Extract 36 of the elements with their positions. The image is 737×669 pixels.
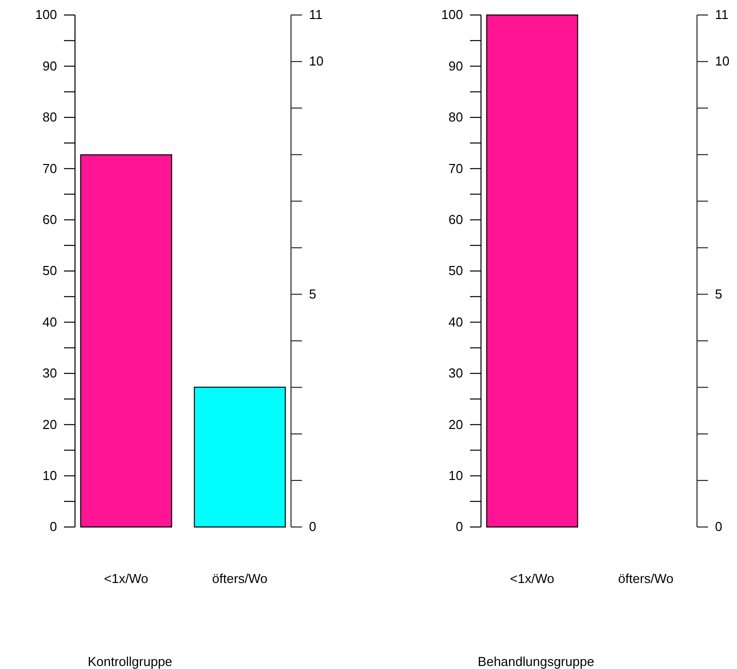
y-tick-label: 10: [448, 468, 463, 483]
y2-tick-label: 0: [309, 519, 316, 534]
y-tick-label: 70: [448, 160, 463, 176]
y2-tick-label: 10: [309, 54, 324, 69]
y-tick-label: 60: [448, 212, 463, 227]
y-tick-label: 30: [448, 366, 463, 381]
y-tick-label: 80: [448, 110, 463, 125]
y-tick-label: 40: [42, 314, 57, 330]
y-tick-label: 0: [456, 519, 463, 534]
y-tick-label: 30: [42, 366, 57, 381]
y2-tick-label: 10: [715, 54, 730, 69]
y-tick-label: 0: [50, 519, 57, 534]
y-tick-label: 50: [42, 263, 57, 278]
y2-tick-label: 5: [715, 286, 722, 302]
y-tick-label: 70: [42, 160, 57, 176]
y-tick-label: 20: [42, 416, 57, 432]
y2-tick-label: 11: [309, 7, 322, 22]
y-tick-label: 100: [35, 7, 57, 22]
x-tick-label: <1x/Wo: [510, 571, 554, 586]
y2-tick-label: 5: [309, 286, 316, 302]
x-axis-title: Behandlungsgruppe: [478, 654, 594, 669]
y-tick-label: 80: [42, 110, 57, 125]
y-tick-label: 90: [42, 58, 57, 74]
y-tick-label: 40: [448, 314, 463, 330]
y-tick-label: 10: [42, 468, 57, 483]
x-axis-title: Kontrollgruppe: [88, 654, 172, 669]
x-tick-label: <1x/Wo: [104, 571, 148, 586]
y2-tick-label: 11: [715, 7, 728, 22]
x-tick-label: öfters/Wo: [212, 571, 268, 586]
y-tick-label: 50: [448, 263, 463, 278]
y2-tick-label: 0: [715, 519, 722, 534]
y-tick-label: 20: [448, 416, 463, 432]
y-tick-label: 100: [441, 7, 463, 22]
y-tick-label: 60: [42, 212, 57, 227]
y-tick-label: 90: [448, 58, 463, 74]
x-tick-label: öfters/Wo: [618, 571, 674, 586]
